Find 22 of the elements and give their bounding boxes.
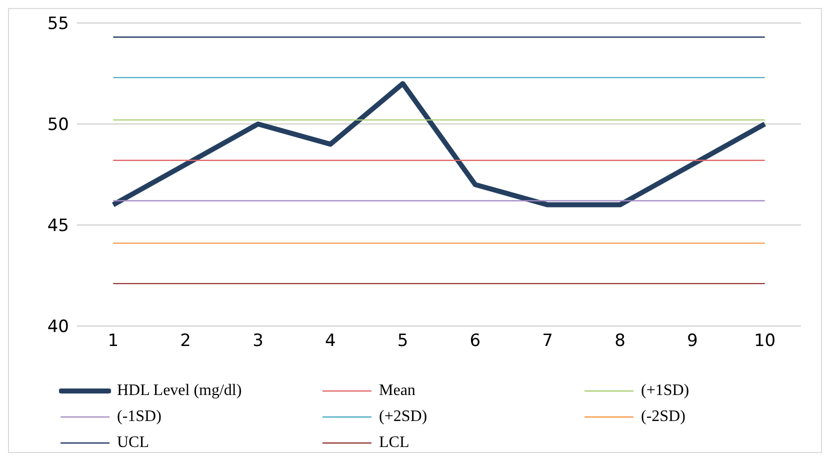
x-tick-label: 3 [252, 331, 264, 352]
legend-label: UCL [117, 434, 149, 452]
x-tick-label: 7 [542, 331, 554, 352]
x-tick-label: 8 [614, 331, 626, 352]
y-tick-label: 55 [47, 14, 69, 34]
legend-label: (+1SD) [641, 382, 690, 400]
legend-label: Mean [379, 382, 416, 400]
y-tick-label: 50 [47, 115, 69, 136]
x-tick-label: 2 [180, 331, 192, 352]
legend-label: (-2SD) [641, 408, 686, 426]
y-tick-label: 40 [47, 317, 69, 338]
legend-label: (-1SD) [117, 408, 162, 426]
x-tick-label: 10 [754, 331, 776, 352]
x-tick-label: 6 [470, 331, 481, 352]
x-tick-label: 5 [397, 331, 408, 352]
y-tick-label: 45 [47, 216, 69, 236]
legend-label: (+2SD) [379, 408, 428, 426]
legend-label: LCL [379, 434, 410, 452]
legend-label: HDL Level (mg/dl) [117, 382, 242, 400]
x-tick-label: 9 [686, 331, 698, 352]
x-tick-label: 4 [324, 331, 336, 352]
x-tick-label: 1 [108, 331, 119, 352]
